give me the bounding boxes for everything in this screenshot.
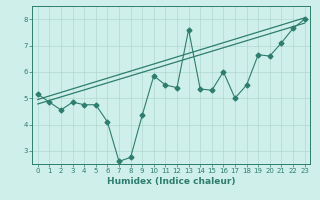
X-axis label: Humidex (Indice chaleur): Humidex (Indice chaleur) [107,177,236,186]
